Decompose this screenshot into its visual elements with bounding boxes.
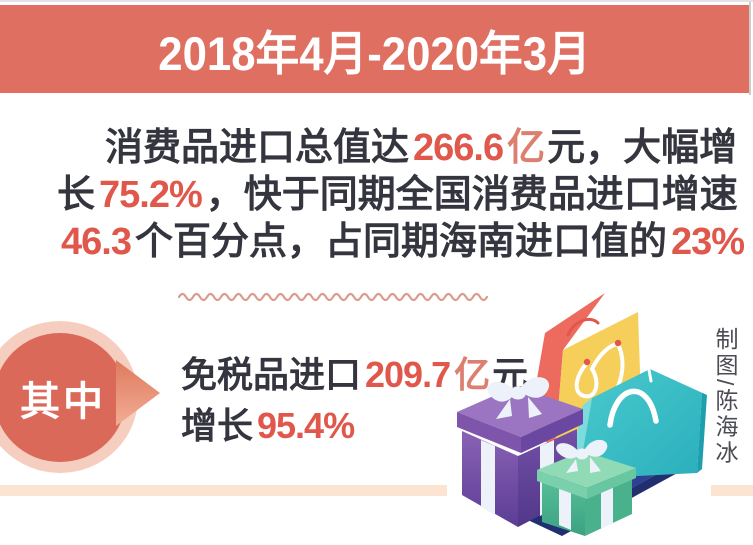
stat-value-dutyfree: 209.7 (365, 354, 451, 395)
text-segment: 元，大幅增 (547, 127, 738, 169)
text-segment: 增长 (181, 405, 254, 446)
stat-value-points: 46.3 (61, 221, 132, 263)
unit-yi: 亿 (454, 354, 491, 395)
stat-value-total: 266.6 (413, 127, 504, 169)
paragraph-line-1: 消费品进口总值达 266.6 亿元，大幅增 (57, 125, 737, 172)
credit-vertical-text: 制图/陈海冰 (712, 327, 738, 467)
badge-circle: 其中 (0, 333, 126, 462)
text-segment: 长 (57, 174, 96, 216)
wavy-divider-path (177, 292, 489, 302)
duty-free-line-2: 增长 95.4% (181, 400, 528, 451)
stat-value-growth: 75.2% (99, 174, 203, 216)
top-border-line (0, 0, 753, 2)
text-segment: 个百分点，占同期海南进口值的 (134, 221, 667, 263)
stat-value-dutyfree-growth: 95.4% (257, 405, 355, 446)
badge-arrow-icon (116, 360, 160, 426)
paragraph-line-2: 长 75.2% ，快于同期全国消费品进口增速 (57, 172, 738, 219)
peach-strip-left (0, 485, 447, 496)
peach-strip-right (711, 485, 753, 496)
summary-paragraph: 消费品进口总值达 266.6 亿元，大幅增 长 75.2% ，快于同期全国消费品进口增速… (57, 125, 745, 266)
right-border-line (749, 2, 751, 95)
text-segment: 消费品进口总值达 (105, 127, 410, 169)
shopping-illustration (457, 293, 707, 536)
stat-value-share: 23% (670, 221, 745, 263)
text-segment: ，快于同期全国消费品进口增速 (205, 174, 738, 216)
shopping-bag-teal-icon (568, 368, 707, 479)
wavy-divider-svg (177, 292, 489, 302)
unit-yi: 亿 (507, 127, 546, 169)
banner-title: 2018年4月-2020年3月 (158, 26, 591, 80)
date-range-banner: 2018年4月-2020年3月 (0, 5, 749, 93)
text-segment: 免税品进口 (181, 354, 362, 395)
badge-label: 其中 (20, 379, 106, 424)
wavy-divider (177, 289, 490, 305)
paragraph-line-3: 46.3 个百分点，占同期海南进口值的 23% (57, 219, 745, 266)
gift-box-green-icon (537, 439, 636, 536)
